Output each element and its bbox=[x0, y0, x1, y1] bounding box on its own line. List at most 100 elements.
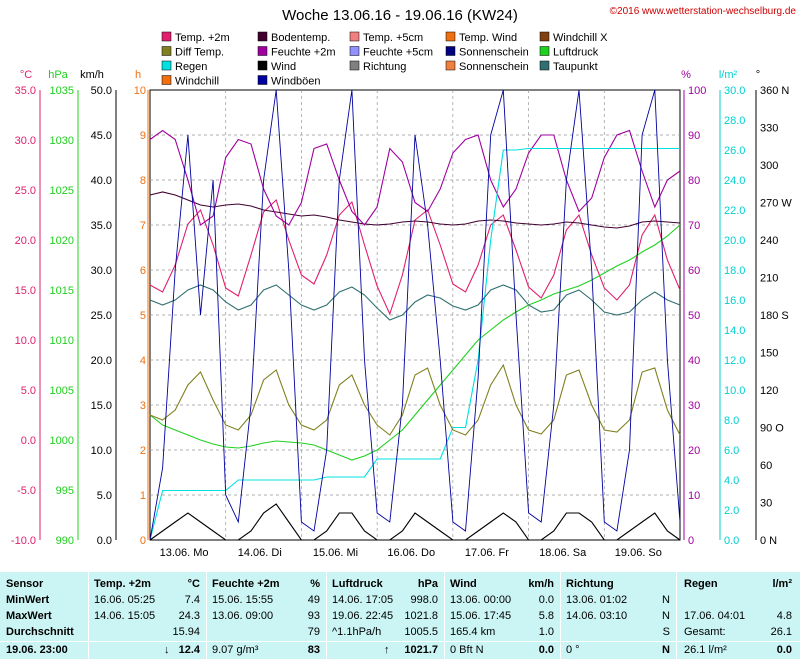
legend-swatch bbox=[445, 60, 456, 71]
down-arrow-icon: ↓ bbox=[164, 644, 170, 656]
sunshine-axis-unit: h bbox=[135, 69, 141, 81]
direction-value: S bbox=[662, 626, 670, 638]
x-tick-label: 15.06. Mi bbox=[313, 547, 358, 559]
rain-axis-tick: 8.0 bbox=[724, 415, 739, 427]
sunshine-axis-tick: 3 bbox=[140, 400, 146, 412]
humidity-axis-tick: 90 bbox=[688, 130, 700, 142]
sunshine-axis-tick: 0 bbox=[140, 535, 146, 547]
rain-axis-tick: 6.0 bbox=[724, 445, 739, 457]
temp-axis-tick: 0.0 bbox=[21, 435, 36, 447]
wind-value: 1.0 bbox=[538, 626, 554, 638]
rain-axis-tick: 16.0 bbox=[724, 295, 745, 307]
legend-swatch bbox=[539, 31, 550, 42]
wind-axis-tick: 0.0 bbox=[97, 535, 112, 547]
temp-axis-tick: 25.0 bbox=[15, 185, 36, 197]
wind-value: 5.8 bbox=[538, 610, 554, 622]
direction-axis-tick: 240 bbox=[760, 235, 778, 247]
wind-time: 165.4 km bbox=[450, 626, 496, 638]
sunshine-axis-tick: 4 bbox=[140, 355, 146, 367]
rain-axis-tick: 30.0 bbox=[724, 85, 745, 97]
legend-label: Temp. Wind bbox=[459, 32, 517, 44]
x-tick-label: 19.06. So bbox=[615, 547, 662, 559]
current-wind: 0.0 bbox=[538, 644, 554, 656]
header-direction: Richtung bbox=[566, 578, 614, 590]
wind-axis-tick: 20.0 bbox=[91, 355, 112, 367]
legend-swatch bbox=[349, 46, 360, 56]
temp-value: 15.94 bbox=[172, 626, 200, 638]
temp-axis-tick: -10.0 bbox=[11, 535, 36, 547]
direction-axis-tick: 90 O bbox=[760, 423, 784, 435]
plot-area bbox=[149, 89, 681, 541]
legend-label: Bodentemp. bbox=[271, 32, 330, 44]
wind-axis-tick: 5.0 bbox=[97, 490, 112, 502]
pressure-value: 998.0 bbox=[410, 594, 438, 606]
sunshine-axis-tick: 9 bbox=[140, 130, 146, 142]
pressure-axis-tick: 1025 bbox=[50, 185, 74, 197]
header-sensor: Sensor bbox=[6, 578, 44, 590]
rain-axis-tick: 24.0 bbox=[724, 175, 745, 187]
current-time: 19.06. 23:00 bbox=[6, 644, 68, 656]
direction-axis-tick: 210 bbox=[760, 273, 778, 285]
header-wind-unit: km/h bbox=[528, 578, 554, 590]
table-divider bbox=[676, 572, 677, 659]
legend-swatch bbox=[257, 31, 268, 42]
header-rain: Regen bbox=[684, 578, 718, 590]
header-temp: Temp. +2m bbox=[94, 578, 151, 590]
rain-axis-tick: 10.0 bbox=[724, 385, 745, 397]
pressure-axis-tick: 1010 bbox=[50, 335, 74, 347]
header-humidity-unit: % bbox=[310, 578, 320, 590]
pressure-axis-tick: 1020 bbox=[50, 235, 74, 247]
row-label: MaxWert bbox=[6, 610, 52, 622]
pressure-axis-unit: hPa bbox=[48, 69, 68, 81]
wind-axis-tick: 35.0 bbox=[91, 220, 112, 232]
sunshine-axis-tick: 1 bbox=[140, 490, 146, 502]
legend-label: Windchill bbox=[175, 76, 219, 88]
rain-value: 4.8 bbox=[776, 610, 792, 622]
sunshine-axis-tick: 2 bbox=[140, 445, 146, 457]
table-divider bbox=[326, 572, 327, 659]
series-line-regen bbox=[149, 147, 680, 541]
sunshine-axis-tick: 7 bbox=[140, 220, 146, 232]
rain-axis-tick: 4.0 bbox=[724, 475, 739, 487]
direction-time: 13.06. 01:02 bbox=[566, 594, 628, 606]
humidity-axis-tick: 30 bbox=[688, 400, 700, 412]
temp-value: 24.3 bbox=[178, 610, 200, 622]
current-humidity: 83 bbox=[307, 644, 320, 656]
humidity-axis-tick: 40 bbox=[688, 355, 700, 367]
legend-label: Temp. +5cm bbox=[363, 32, 423, 44]
humidity-axis-tick: 70 bbox=[688, 220, 700, 232]
current-rain: 0.0 bbox=[776, 644, 792, 656]
direction-axis-tick: 150 bbox=[760, 348, 778, 360]
rain-value: 26.1 bbox=[770, 626, 792, 638]
current-humidity-abs: 9.07 g/m³ bbox=[212, 644, 259, 656]
series-line-wind bbox=[149, 503, 681, 541]
legend-swatch bbox=[257, 46, 268, 56]
rain-axis-tick: 20.0 bbox=[724, 235, 745, 247]
direction-value: N bbox=[662, 610, 670, 622]
table-divider bbox=[0, 641, 800, 642]
direction-axis-tick: 360 N bbox=[760, 85, 789, 97]
pressure-axis-tick: 995 bbox=[56, 485, 74, 497]
legend: Temp. +2m Bodentemp. Temp. +5cm Temp. Wind W… bbox=[161, 31, 608, 88]
header-wind: Wind bbox=[450, 578, 477, 590]
weather-chart: Woche 13.06.16 - 19.06.16 (KW24) ©2016 w… bbox=[11, 6, 797, 559]
pressure-time: 19.06. 22:45 bbox=[332, 610, 394, 622]
rain-axis-tick: 0.0 bbox=[724, 535, 739, 547]
temp-value: 7.4 bbox=[184, 594, 200, 606]
humidity-axis-tick: 100 bbox=[688, 85, 706, 97]
wind-axis-tick: 15.0 bbox=[91, 400, 112, 412]
direction-time: 14.06. 03:10 bbox=[566, 610, 628, 622]
humidity-value: 93 bbox=[307, 610, 320, 622]
rain-axis-tick: 26.0 bbox=[724, 145, 745, 157]
series-line-temp-2m bbox=[149, 198, 681, 316]
rain-time: 17.06. 04:01 bbox=[684, 610, 746, 622]
humidity-axis-tick: 0 bbox=[688, 535, 694, 547]
temp-axis-tick: 10.0 bbox=[15, 335, 36, 347]
direction-value: N bbox=[662, 594, 670, 606]
x-tick-label: 16.06. Do bbox=[387, 547, 435, 559]
legend-swatch bbox=[161, 46, 172, 56]
sunshine-axis-tick: 10 bbox=[134, 85, 146, 97]
direction-axis-tick: 60 bbox=[760, 460, 772, 472]
table-divider bbox=[88, 572, 89, 659]
direction-axis-tick: 0 N bbox=[760, 535, 777, 547]
